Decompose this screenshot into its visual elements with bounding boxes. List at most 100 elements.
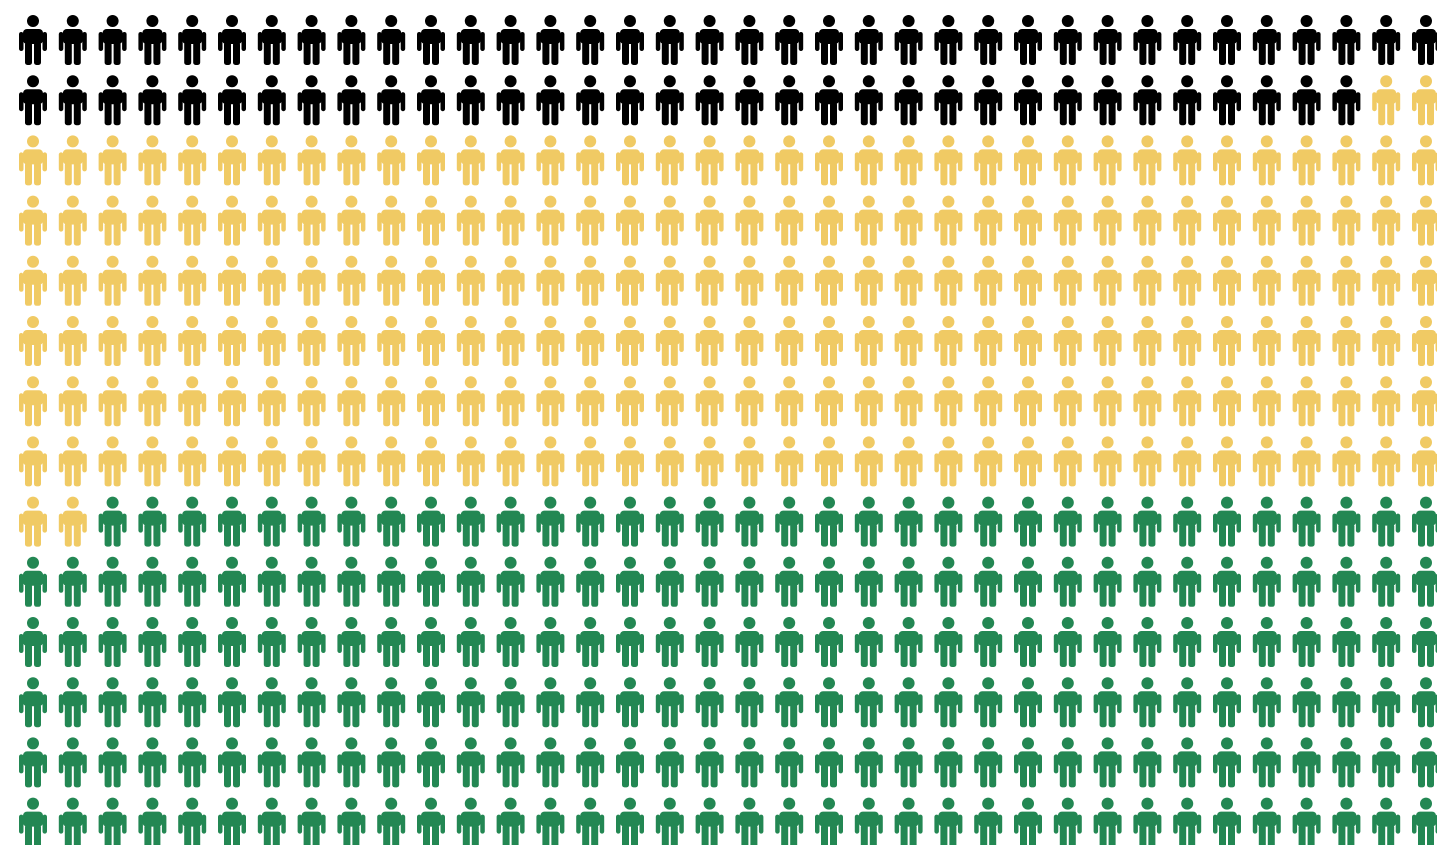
pictogram-icons bbox=[19, 15, 1437, 845]
person-icon bbox=[536, 617, 565, 667]
person-icon bbox=[655, 195, 684, 246]
person-icon bbox=[1173, 556, 1202, 607]
person-icon bbox=[417, 255, 445, 306]
person-icon bbox=[417, 135, 445, 186]
person-icon bbox=[974, 737, 1003, 788]
person-icon bbox=[576, 677, 605, 728]
person-icon bbox=[735, 797, 764, 845]
person-icon bbox=[1252, 436, 1281, 487]
person-icon bbox=[894, 496, 923, 547]
person-icon bbox=[695, 316, 724, 366]
person-icon bbox=[496, 797, 525, 845]
person-icon bbox=[417, 436, 445, 487]
person-icon bbox=[1133, 316, 1162, 366]
person-icon bbox=[257, 617, 286, 667]
person-icon bbox=[1412, 496, 1437, 547]
person-icon bbox=[417, 797, 445, 845]
person-icon bbox=[138, 436, 167, 487]
person-icon bbox=[934, 15, 963, 65]
person-icon bbox=[1252, 556, 1281, 607]
person-icon bbox=[536, 15, 565, 65]
person-icon bbox=[456, 135, 485, 186]
person-icon bbox=[337, 797, 366, 845]
person-icon bbox=[1412, 15, 1437, 65]
person-icon bbox=[1093, 316, 1122, 366]
person-icon bbox=[1332, 316, 1361, 366]
person-icon bbox=[974, 436, 1003, 487]
person-icon bbox=[1412, 135, 1437, 186]
person-icon bbox=[934, 797, 963, 845]
person-icon bbox=[576, 617, 605, 667]
person-icon bbox=[456, 316, 485, 366]
person-icon bbox=[218, 135, 246, 186]
person-icon bbox=[178, 316, 207, 366]
person-icon bbox=[1133, 617, 1162, 667]
person-icon bbox=[1133, 376, 1162, 427]
person-icon bbox=[1252, 195, 1281, 246]
person-icon bbox=[1292, 195, 1321, 246]
person-icon bbox=[655, 255, 684, 306]
person-icon bbox=[19, 797, 47, 845]
person-icon bbox=[1213, 15, 1241, 65]
person-icon bbox=[815, 195, 843, 246]
person-icon bbox=[1093, 496, 1122, 547]
person-icon bbox=[1173, 496, 1202, 547]
person-icon bbox=[695, 135, 724, 186]
person-icon bbox=[178, 15, 207, 65]
person-icon bbox=[735, 737, 764, 788]
person-icon bbox=[58, 195, 87, 246]
person-icon bbox=[775, 677, 804, 728]
person-icon bbox=[297, 195, 326, 246]
person-icon bbox=[58, 737, 87, 788]
person-icon bbox=[1133, 677, 1162, 728]
person-icon bbox=[1173, 195, 1202, 246]
person-icon bbox=[815, 797, 843, 845]
person-icon bbox=[1372, 737, 1401, 788]
person-icon bbox=[616, 75, 644, 126]
person-icon bbox=[1332, 376, 1361, 427]
person-icon bbox=[337, 617, 366, 667]
person-icon bbox=[576, 135, 605, 186]
person-icon bbox=[1053, 677, 1082, 728]
person-icon bbox=[98, 135, 127, 186]
person-icon bbox=[934, 617, 963, 667]
person-icon bbox=[616, 316, 644, 366]
person-icon bbox=[894, 15, 923, 65]
person-icon bbox=[655, 135, 684, 186]
person-icon bbox=[218, 316, 246, 366]
person-icon bbox=[297, 15, 326, 65]
person-icon bbox=[1213, 737, 1241, 788]
person-icon bbox=[1412, 436, 1437, 487]
person-icon bbox=[297, 737, 326, 788]
person-icon bbox=[934, 376, 963, 427]
person-icon bbox=[974, 255, 1003, 306]
person-icon bbox=[257, 195, 286, 246]
person-icon bbox=[1412, 316, 1437, 366]
person-icon bbox=[1014, 737, 1042, 788]
person-icon bbox=[775, 617, 804, 667]
person-icon bbox=[1332, 135, 1361, 186]
person-icon bbox=[1053, 797, 1082, 845]
person-icon bbox=[735, 316, 764, 366]
person-icon bbox=[655, 617, 684, 667]
person-icon bbox=[1372, 617, 1401, 667]
person-icon bbox=[616, 436, 644, 487]
person-icon bbox=[19, 556, 47, 607]
person-icon bbox=[576, 496, 605, 547]
person-icon bbox=[1292, 255, 1321, 306]
person-icon bbox=[178, 436, 207, 487]
person-icon bbox=[1252, 75, 1281, 126]
person-icon bbox=[1173, 677, 1202, 728]
person-icon bbox=[1093, 436, 1122, 487]
person-icon bbox=[775, 496, 804, 547]
person-icon bbox=[815, 75, 843, 126]
person-icon bbox=[496, 496, 525, 547]
person-icon bbox=[1252, 376, 1281, 427]
person-icon bbox=[456, 15, 485, 65]
person-icon bbox=[1173, 75, 1202, 126]
person-icon bbox=[1173, 436, 1202, 487]
person-icon bbox=[337, 436, 366, 487]
person-icon bbox=[616, 797, 644, 845]
person-icon bbox=[297, 617, 326, 667]
